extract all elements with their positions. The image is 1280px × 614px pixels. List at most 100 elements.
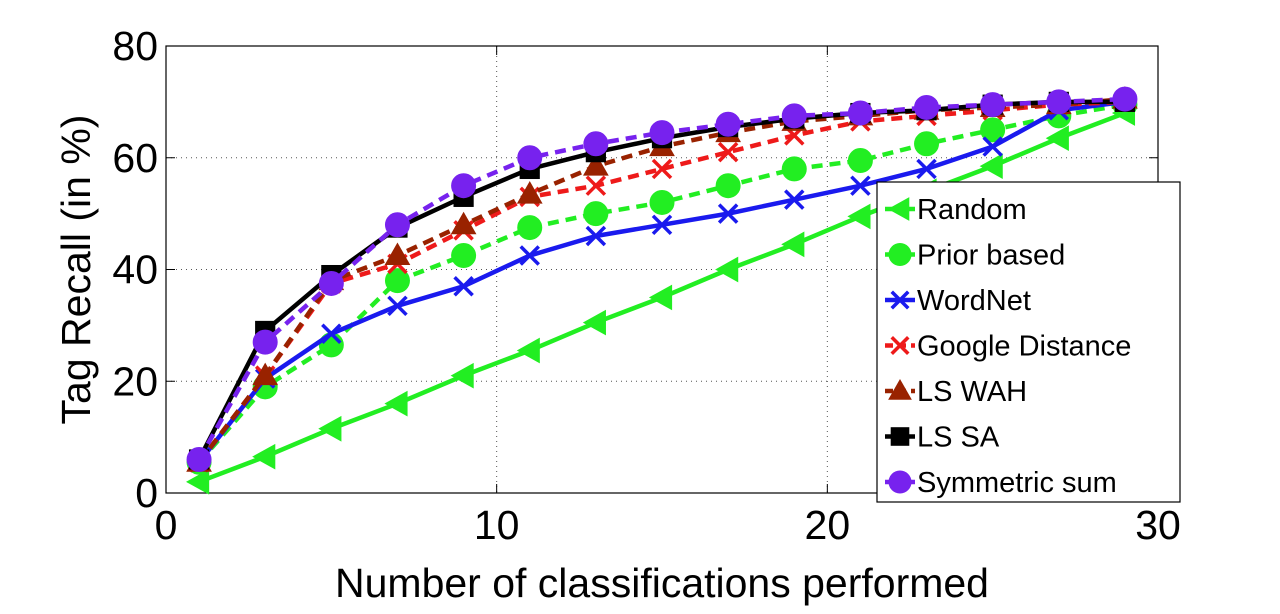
data-point — [781, 156, 807, 182]
data-point — [517, 145, 543, 171]
data-point — [980, 117, 1006, 143]
legend-label: Symmetric sum — [917, 467, 1117, 499]
data-point — [781, 103, 807, 129]
data-point — [186, 446, 212, 472]
data-point — [781, 231, 805, 258]
data-point — [318, 332, 344, 358]
data-point — [585, 225, 607, 247]
data-point — [651, 214, 673, 236]
data-point — [451, 173, 477, 199]
data-point — [1045, 125, 1069, 152]
x-tick-label: 10 — [474, 502, 520, 548]
data-point — [649, 120, 675, 146]
data-point — [982, 136, 1003, 157]
data-point — [715, 173, 741, 199]
legend-item: LS SA — [885, 422, 1000, 454]
series-line — [197, 99, 1126, 464]
data-point — [888, 470, 912, 494]
series-layer — [186, 86, 1138, 495]
data-point — [888, 243, 912, 266]
data-point — [384, 390, 408, 417]
data-point-stroke — [717, 203, 739, 224]
data-point — [252, 443, 276, 470]
data-point-stroke — [717, 141, 739, 163]
data-point — [847, 148, 873, 174]
y-tick-label: 0 — [135, 470, 158, 516]
data-point — [847, 203, 871, 230]
data-point-stroke — [585, 175, 607, 196]
legend-item: Google Distance — [885, 331, 1131, 363]
data-point — [583, 131, 609, 157]
y-tick-label: 80 — [112, 23, 158, 69]
data-point — [384, 268, 410, 294]
data-point-stroke — [585, 225, 607, 247]
data-point — [648, 284, 673, 311]
y-axis-title: Tag Recall (in %) — [53, 115, 99, 425]
data-point-stroke — [890, 336, 910, 355]
data-point — [847, 100, 873, 126]
data-point — [717, 141, 739, 163]
data-point-stroke — [321, 323, 342, 344]
legend-item: WordNet — [885, 285, 1031, 317]
data-point — [450, 362, 474, 389]
y-tick-label: 60 — [112, 135, 158, 181]
data-point — [890, 427, 910, 446]
data-point — [717, 203, 739, 224]
x-tick-label: 20 — [805, 502, 851, 548]
data-point — [252, 362, 279, 386]
data-point-stroke — [453, 276, 474, 297]
data-point-stroke — [784, 189, 805, 210]
data-point — [519, 245, 540, 266]
data-point — [450, 211, 477, 235]
data-point — [784, 189, 805, 210]
data-point — [890, 336, 910, 355]
legend-label: Google Distance — [917, 331, 1131, 363]
data-point — [583, 153, 609, 176]
data-point-stroke — [890, 290, 910, 310]
data-point — [850, 175, 871, 196]
legend-label: Random — [917, 194, 1027, 226]
data-point — [387, 295, 408, 317]
y-tick-label: 20 — [112, 358, 158, 404]
series-wordnet — [188, 91, 1136, 473]
data-point — [916, 158, 937, 180]
legend-label: LS WAH — [917, 376, 1027, 408]
data-point — [585, 175, 607, 196]
legend: Random Prior based WordNet Google Distance L… — [876, 181, 1181, 503]
data-point — [914, 131, 940, 157]
data-point — [583, 201, 609, 227]
data-point — [1112, 86, 1138, 112]
data-point — [888, 378, 912, 400]
legend-label: Prior based — [917, 240, 1065, 272]
data-point — [890, 290, 910, 310]
x-tick-label: 0 — [155, 502, 178, 548]
data-point-stroke — [916, 158, 937, 180]
data-point — [516, 181, 543, 204]
data-point-stroke — [850, 175, 871, 196]
legend-label: LS SA — [917, 422, 1000, 454]
data-point — [582, 309, 606, 336]
y-tick-label: 40 — [112, 247, 158, 293]
data-point — [517, 215, 543, 241]
legend-item: Prior based — [885, 240, 1065, 272]
x-tick-label: 30 — [1135, 502, 1181, 548]
data-point — [384, 212, 410, 238]
legend-item: LS WAH — [885, 376, 1027, 408]
legend-item: Random — [885, 194, 1027, 226]
data-point-stroke — [651, 214, 673, 236]
data-point — [715, 256, 739, 283]
legend-item: Symmetric sum — [885, 467, 1117, 499]
data-point — [453, 276, 474, 297]
series-symmetric-sum — [186, 86, 1138, 472]
data-point — [649, 189, 675, 215]
data-point — [384, 242, 411, 266]
series-random — [186, 100, 1136, 495]
data-point — [318, 270, 344, 296]
data-point-stroke — [982, 136, 1003, 157]
axis-ticks: 0 10 20 30 0 20 40 60 80 — [112, 23, 1180, 548]
data-point — [1046, 89, 1072, 115]
data-point — [321, 323, 342, 344]
data-point — [979, 153, 1003, 179]
data-point — [516, 337, 540, 364]
